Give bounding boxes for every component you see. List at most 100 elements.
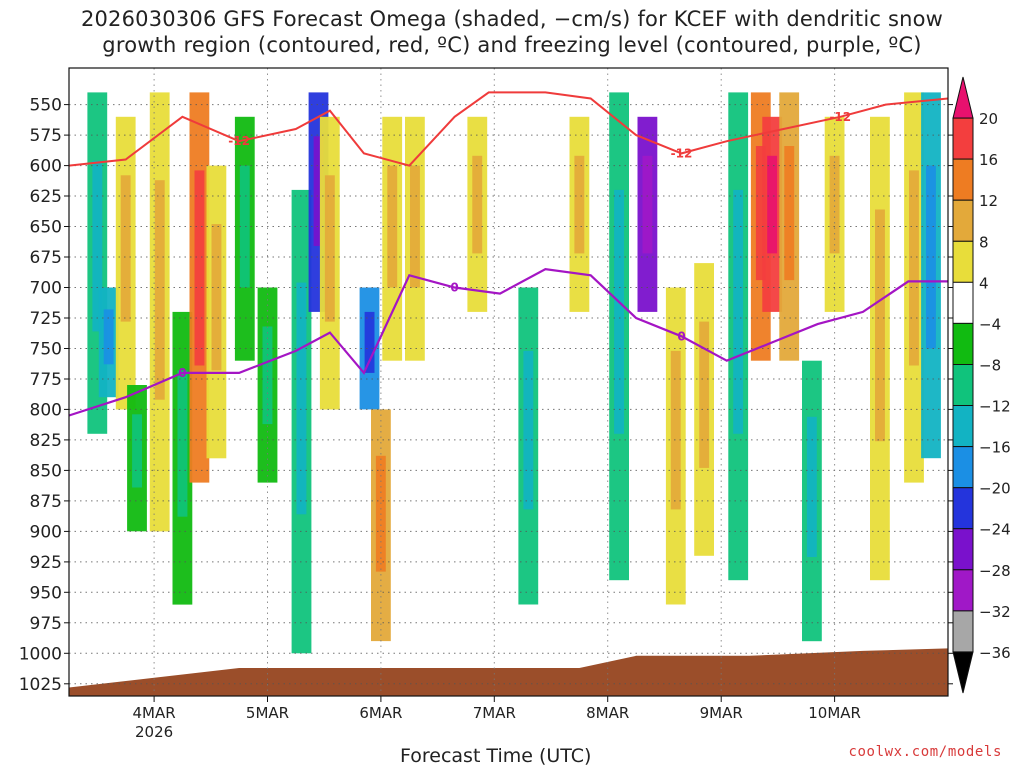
y-tick-label-875: 875 <box>30 492 62 512</box>
omega-core-11 <box>313 136 324 246</box>
colorbar-box-11 <box>952 528 974 571</box>
omega-core-15 <box>387 165 398 288</box>
y-tick-label-725: 725 <box>30 309 62 329</box>
freezing-label-2: 0 <box>677 329 685 343</box>
omega-core-1 <box>103 309 114 365</box>
colorbar-box-12 <box>952 569 974 612</box>
freezing-label-1: 0 <box>450 281 458 295</box>
colorbar-box-8 <box>952 405 974 448</box>
omega-core-6 <box>194 170 205 366</box>
colorbar-label-7: −12 <box>979 398 1011 416</box>
y-tick-label-700: 700 <box>30 279 62 299</box>
omega-core-9 <box>262 326 273 425</box>
omega-core-26 <box>767 155 778 254</box>
colorbar-label-10: −24 <box>979 521 1011 539</box>
colorbar-box-7 <box>952 364 974 407</box>
y-tick-label-825: 825 <box>30 431 62 451</box>
colorbar-box-5 <box>952 281 974 324</box>
y-tick-label-925: 925 <box>30 553 62 573</box>
y-tick-label-975: 975 <box>30 614 62 634</box>
freezing-level-contour <box>68 268 948 417</box>
terrain-surface <box>69 648 948 696</box>
omega-core-22 <box>670 350 681 510</box>
colorbar-box-3 <box>952 199 974 242</box>
omega-core-0 <box>92 160 103 332</box>
omega-core-3 <box>132 414 142 488</box>
dgz-label-2: -12 <box>829 110 851 124</box>
omega-core-23 <box>699 321 710 468</box>
plot-area: -12 -12 -12 0 0 0 <box>68 68 949 696</box>
y-tick-label-750: 750 <box>30 340 62 360</box>
colorbar-label-6: −8 <box>979 357 1001 375</box>
colorbar-label-12: −32 <box>979 603 1011 621</box>
colorbar-box-6 <box>952 322 974 365</box>
omega-core-27 <box>784 146 795 281</box>
omega-core-32 <box>926 165 936 349</box>
omega-core-13 <box>364 311 375 373</box>
y-tick-label-1025: 1025 <box>19 675 62 695</box>
omega-core-31 <box>909 170 919 366</box>
colorbar-label-11: −28 <box>979 562 1011 580</box>
y-tick-label-550: 550 <box>30 96 62 116</box>
y-tick-label-900: 900 <box>30 522 62 542</box>
x-tick-label-10MAR: 10MAR <box>808 704 861 722</box>
axes: 550 575 600 625 650 675 700 725 750 775 800 825 850 8… <box>19 67 953 741</box>
site-credit: coolwx.com/models <box>848 744 1002 760</box>
colorbar-box-9 <box>952 446 974 489</box>
colorbar-arrow-bottom <box>952 651 974 694</box>
y-tick-label-775: 775 <box>30 370 62 390</box>
colorbar-label-8: −16 <box>979 439 1011 457</box>
chart-title-line-2: growth region (contoured, red, ºC) and f… <box>102 33 922 57</box>
omega-core-5 <box>177 370 188 517</box>
x-tick-label-9MAR: 9MAR <box>700 704 743 722</box>
omega-core-30 <box>875 209 885 442</box>
y-tick-label-650: 650 <box>30 218 62 238</box>
omega-core-12 <box>324 175 335 322</box>
omega-core-17 <box>472 155 483 254</box>
y-tick-label-575: 575 <box>30 126 62 146</box>
dgz-contour-minus12 <box>68 91 949 167</box>
omega-core-25 <box>755 146 766 281</box>
y-tick-label-1000: 1000 <box>19 644 62 664</box>
chart-title-line-1: 2026030306 GFS Forecast Omega (shaded, −… <box>80 7 944 31</box>
colorbar-label-3: 8 <box>979 233 989 251</box>
x-tick-label-6MAR: 6MAR <box>359 704 402 722</box>
y-tick-label-675: 675 <box>30 248 62 268</box>
x-tick-sublabel-4MAR: 2026 <box>135 723 173 741</box>
y-tick-label-950: 950 <box>30 583 62 603</box>
omega-core-20 <box>614 189 624 434</box>
colorbar-arrow-top <box>952 76 974 119</box>
colorbar-label-2: 12 <box>979 192 998 210</box>
omega-core-29 <box>829 155 840 254</box>
plot-frame <box>68 67 949 697</box>
colorbar-label-9: −20 <box>979 480 1011 498</box>
colorbar-box-1 <box>952 117 974 160</box>
y-tick-label-625: 625 <box>30 187 62 207</box>
colorbar-box-4 <box>952 240 974 283</box>
omega-core-24 <box>733 189 744 434</box>
colorbar-label-1: 16 <box>979 151 998 169</box>
omega-core-18 <box>523 350 534 510</box>
colorbar-label-0: 20 <box>979 110 998 128</box>
omega-core-4 <box>154 180 165 400</box>
y-tick-label-850: 850 <box>30 461 62 481</box>
omega-core-19 <box>574 155 585 254</box>
colorbar-label-13: −36 <box>979 644 1011 662</box>
colorbar-label-5: −4 <box>979 315 1001 333</box>
colorbar-box-13 <box>952 610 974 653</box>
x-tick-label-7MAR: 7MAR <box>473 704 516 722</box>
colorbar-legend: 20 16 12 8 4 −4 −8 −12 −16 −20 −24 −28 −32 −36 <box>952 76 1011 694</box>
omega-core-8 <box>239 165 250 288</box>
omega-core-7 <box>211 224 222 371</box>
omega-core-16 <box>410 165 420 288</box>
colorbar-box-2 <box>952 158 974 201</box>
x-tick-label-5MAR: 5MAR <box>246 704 289 722</box>
omega-core-21 <box>642 155 653 254</box>
freezing-label-0: 0 <box>178 366 186 380</box>
x-tick-label-8MAR: 8MAR <box>586 704 629 722</box>
omega-core-2 <box>120 175 131 322</box>
omega-core-10 <box>296 282 307 515</box>
dgz-label-1: -12 <box>671 146 693 160</box>
colorbar-box-10 <box>952 487 974 530</box>
